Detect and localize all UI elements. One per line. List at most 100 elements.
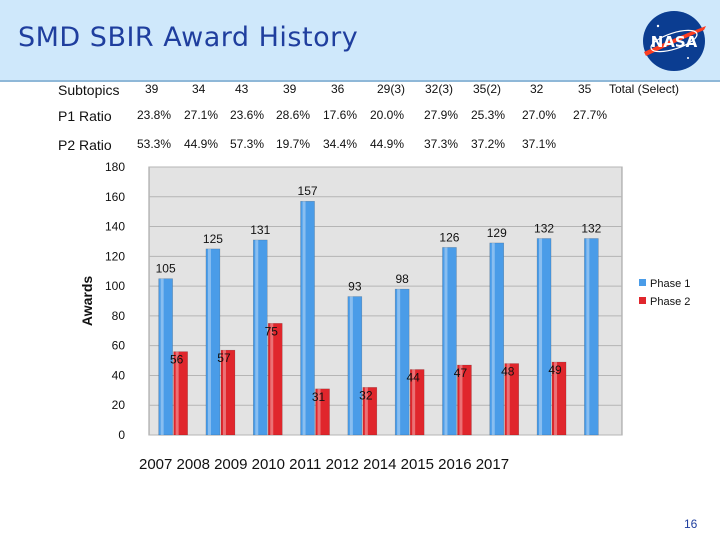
y-tick-label: 160 — [105, 190, 125, 204]
phase2-data-label: 57 — [217, 351, 231, 365]
p2-cell: 19.7% — [276, 137, 311, 151]
phase1-data-label: 132 — [534, 221, 554, 235]
p1-cell: 27.0% — [522, 108, 557, 122]
subtopic-cell: 32 — [530, 82, 544, 96]
phase1-bar — [347, 296, 363, 436]
slide-header: SMD SBIR Award History NASA — [0, 0, 720, 82]
subtopic-total-cell: Total (Select) — [609, 82, 680, 96]
phase1-bar — [394, 288, 410, 436]
phase2-bar — [362, 387, 378, 436]
phase2-data-label: 49 — [548, 363, 562, 377]
y-tick-label: 140 — [105, 220, 125, 234]
phase1-bar — [536, 238, 552, 436]
subtopic-cell: 35(2) — [473, 82, 502, 96]
bar-highlight — [491, 242, 495, 435]
p1-cell: 25.3% — [471, 108, 506, 122]
y-tick-label: 0 — [118, 428, 125, 442]
bar-highlight — [412, 369, 416, 435]
phase1-bar — [442, 247, 457, 436]
phase2-bar — [504, 363, 519, 436]
p1-ratio-row: P1 Ratio 23.8% 27.1% 23.6% 28.6% 17.6% 2… — [0, 108, 720, 128]
nasa-logo: NASA — [643, 11, 706, 71]
subtopic-cell: 32(3) — [425, 82, 454, 96]
p2-ratio-row: P2 Ratio 53.3% 44.9% 57.3% 19.7% 34.4% 4… — [0, 137, 720, 157]
subtopics-row: Subtopics 39 34 43 39 36 29(3) 32(3) 35(… — [0, 82, 720, 102]
bar-highlight — [586, 238, 590, 435]
y-tick-label: 120 — [105, 249, 125, 263]
p1-cell: 28.6% — [276, 108, 311, 122]
bar-highlight — [364, 387, 368, 435]
legend-swatch — [639, 279, 646, 286]
subtopic-cell: 34 — [192, 82, 206, 96]
phase1-data-label: 129 — [487, 226, 507, 240]
phase1-bar — [584, 238, 599, 436]
p1-cell: 17.6% — [323, 108, 358, 122]
p1-cell: 27.1% — [184, 108, 219, 122]
legend-label: Phase 2 — [650, 296, 690, 308]
p2-cell: 53.3% — [137, 137, 172, 151]
phase2-bar — [268, 323, 283, 436]
phase1-bar — [205, 248, 221, 436]
phase1-data-label: 93 — [348, 280, 362, 294]
phase1-data-label: 125 — [203, 232, 223, 246]
phase2-data-label: 31 — [312, 390, 326, 404]
subtopic-cell: 29(3) — [377, 82, 406, 96]
y-tick-label: 80 — [112, 309, 126, 323]
phase1-bar — [158, 278, 173, 436]
bar-highlight — [554, 362, 558, 435]
bar-highlight — [207, 248, 211, 435]
p2-cell: 37.3% — [424, 137, 459, 151]
bar-highlight — [539, 238, 543, 435]
y-tick-label: 20 — [112, 398, 126, 412]
p2-cell: 44.9% — [184, 137, 219, 151]
bar-highlight — [160, 278, 164, 435]
p1-cell: 23.8% — [137, 108, 172, 122]
p1-cell: 27.9% — [424, 108, 459, 122]
subtopics-label: Subtopics — [58, 82, 120, 98]
bar-highlight — [444, 247, 448, 435]
phase1-bar — [300, 200, 315, 436]
phase1-bar — [489, 242, 504, 436]
phase2-bar — [551, 361, 567, 436]
subtopic-cell: 39 — [145, 82, 159, 96]
bar-highlight — [255, 239, 259, 435]
phase2-bar — [315, 388, 330, 436]
phase2-data-label: 56 — [170, 353, 184, 367]
bar-highlight — [506, 363, 510, 435]
bar-highlight — [302, 201, 306, 435]
p2-cell: 44.9% — [370, 137, 405, 151]
phase1-data-label: 105 — [156, 262, 176, 276]
legend-label: Phase 1 — [650, 278, 690, 290]
awards-bar-chart: 0 20 40 60 80 100 120 140 160 180 Awards 105 125 131 1… — [79, 160, 690, 442]
p1-cell: 27.7% — [573, 108, 608, 122]
p2-cell: 34.4% — [323, 137, 358, 151]
nasa-logo-text: NASA — [651, 33, 698, 51]
bar-highlight — [317, 388, 321, 435]
p2-cell: 37.2% — [471, 137, 506, 151]
phase1-data-label: 98 — [395, 272, 409, 286]
bar-highlight — [459, 365, 463, 435]
phase1-bar — [253, 239, 268, 436]
bar-highlight — [349, 296, 353, 435]
phase2-bar — [173, 351, 188, 436]
subtopic-cell: 43 — [235, 82, 249, 96]
y-tick-label: 40 — [112, 368, 126, 382]
phase2-data-label: 47 — [454, 366, 468, 380]
slide-title: SMD SBIR Award History — [18, 22, 359, 53]
bar-highlight — [175, 351, 179, 435]
p2-ratio-label: P2 Ratio — [58, 137, 112, 153]
phase2-bar — [457, 364, 472, 436]
phase2-bar — [409, 369, 425, 436]
legend-swatch — [639, 297, 646, 304]
y-tick-label: 180 — [105, 160, 125, 174]
phase1-data-label: 131 — [250, 223, 270, 237]
phase2-data-label: 32 — [359, 388, 373, 402]
phase2-bar — [220, 349, 236, 436]
subtopic-cell: 39 — [283, 82, 297, 96]
phase1-data-label: 132 — [581, 221, 601, 235]
p1-cell: 23.6% — [230, 108, 265, 122]
bar-highlight — [270, 323, 274, 435]
bar-highlight — [397, 289, 401, 435]
y-tick-label: 100 — [105, 279, 125, 293]
subtopic-cell: 35 — [578, 82, 592, 96]
